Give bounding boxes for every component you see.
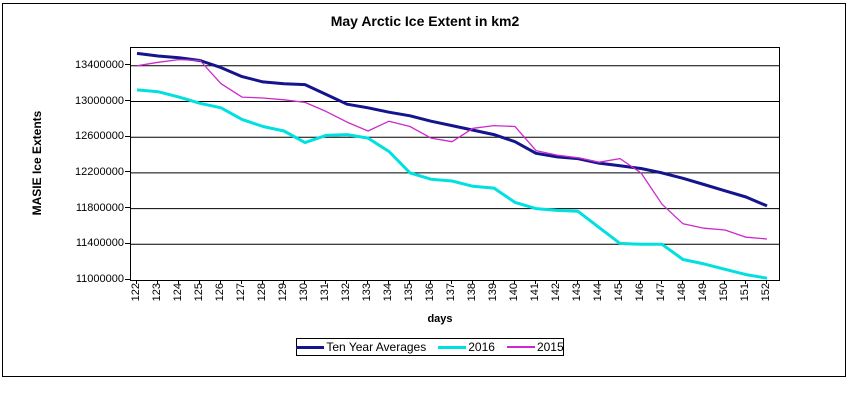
x-tick-label: 131 [319, 283, 331, 302]
x-axis-tick [724, 280, 725, 284]
x-tick-label: 129 [277, 283, 289, 302]
x-axis-tick [220, 280, 221, 284]
x-axis-tick [514, 280, 515, 284]
legend: Ten Year Averages 2016 2015 [296, 338, 564, 356]
x-tick-label: 148 [676, 283, 688, 302]
legend-label: Ten Year Averages [326, 340, 427, 354]
x-tick-label: 124 [172, 283, 184, 302]
y-tick-label: 13400000 [75, 59, 124, 71]
x-axis-tick [157, 280, 158, 284]
x-tick-label: 128 [256, 283, 268, 302]
x-axis-tick [745, 280, 746, 284]
x-axis-tick [199, 280, 200, 284]
series-line-2016 [136, 88, 768, 280]
x-axis-tick [619, 280, 620, 284]
x-tick-label: 143 [571, 283, 583, 302]
x-axis-tick [262, 280, 263, 284]
y-tick-label: 11800000 [75, 202, 124, 214]
x-tick-label: 142 [550, 283, 562, 302]
x-axis-title: days [427, 313, 453, 325]
x-axis-tick [661, 280, 662, 284]
x-tick-label: 135 [403, 283, 415, 302]
x-tick-label: 152 [760, 283, 772, 302]
x-tick-label: 136 [424, 283, 436, 302]
y-axis-tick [125, 171, 130, 172]
legend-line-sample-navy [296, 345, 325, 349]
x-axis-tick [766, 280, 767, 284]
x-axis-tick [535, 280, 536, 284]
legend-item-ten-year-averages: Ten Year Averages [296, 340, 426, 354]
x-tick-label: 140 [508, 283, 520, 302]
x-axis-tick [451, 280, 452, 284]
y-axis-tick [125, 207, 130, 208]
x-axis-tick [703, 280, 704, 284]
x-tick-label: 133 [361, 283, 373, 302]
x-tick-label: 123 [151, 283, 163, 302]
y-tick-label: 13000000 [75, 95, 124, 107]
y-tick-label: 11000000 [75, 273, 124, 285]
x-tick-label: 147 [655, 283, 667, 302]
x-tick-label: 151 [739, 283, 751, 302]
x-axis-tick [409, 280, 410, 284]
x-tick-label: 132 [340, 283, 352, 302]
x-tick-label: 134 [382, 283, 394, 302]
x-axis-tick [136, 280, 137, 284]
x-tick-label: 137 [445, 283, 457, 302]
x-axis-tick [640, 280, 641, 284]
y-axis-title: MASIE Ice Extents [30, 110, 44, 216]
y-tick-label: 12200000 [75, 166, 124, 178]
x-axis-tick [283, 280, 284, 284]
x-tick-label: 141 [529, 283, 541, 302]
y-axis-tick [125, 136, 130, 137]
legend-label: 2015 [536, 340, 564, 354]
x-tick-label: 146 [634, 283, 646, 302]
x-axis-tick [472, 280, 473, 284]
x-tick-label: 130 [298, 283, 310, 302]
plot-area [130, 47, 780, 281]
series-line-2015 [136, 58, 768, 240]
x-axis-tick [577, 280, 578, 284]
x-axis-tick [346, 280, 347, 284]
x-axis-tick [493, 280, 494, 284]
y-axis-tick [125, 279, 130, 280]
x-axis-tick [325, 280, 326, 284]
legend-label: 2016 [468, 340, 495, 354]
legend-item-2015: 2015 [506, 340, 564, 354]
y-axis-tick [125, 100, 130, 101]
x-tick-label: 126 [214, 283, 226, 302]
plot-svg [131, 51, 779, 280]
x-tick-label: 144 [592, 283, 604, 302]
x-axis-tick [388, 280, 389, 284]
x-axis-tick [598, 280, 599, 284]
legend-line-sample-cyan [438, 345, 467, 349]
x-axis-tick [241, 280, 242, 284]
x-axis-tick [430, 280, 431, 284]
legend-item-2016: 2016 [438, 340, 495, 354]
x-tick-label: 145 [613, 283, 625, 302]
y-tick-label: 12600000 [75, 130, 124, 142]
x-tick-label: 138 [466, 283, 478, 302]
x-axis-tick [682, 280, 683, 284]
series-line-ten-year-averages [136, 51, 768, 208]
x-tick-label: 139 [487, 283, 499, 302]
y-axis-tick [125, 64, 130, 65]
x-tick-label: 125 [193, 283, 205, 302]
legend-line-sample-magenta [506, 346, 535, 348]
x-tick-label: 122 [130, 283, 142, 302]
x-axis-tick [556, 280, 557, 284]
x-axis-tick [367, 280, 368, 284]
x-axis-tick [178, 280, 179, 284]
y-axis-tick [125, 243, 130, 244]
x-axis-tick [304, 280, 305, 284]
x-tick-label: 150 [718, 283, 730, 302]
chart-title: May Arctic Ice Extent in km2 [330, 13, 520, 29]
y-tick-label: 11400000 [75, 237, 124, 249]
x-tick-label: 149 [697, 283, 709, 302]
x-tick-label: 127 [235, 283, 247, 302]
